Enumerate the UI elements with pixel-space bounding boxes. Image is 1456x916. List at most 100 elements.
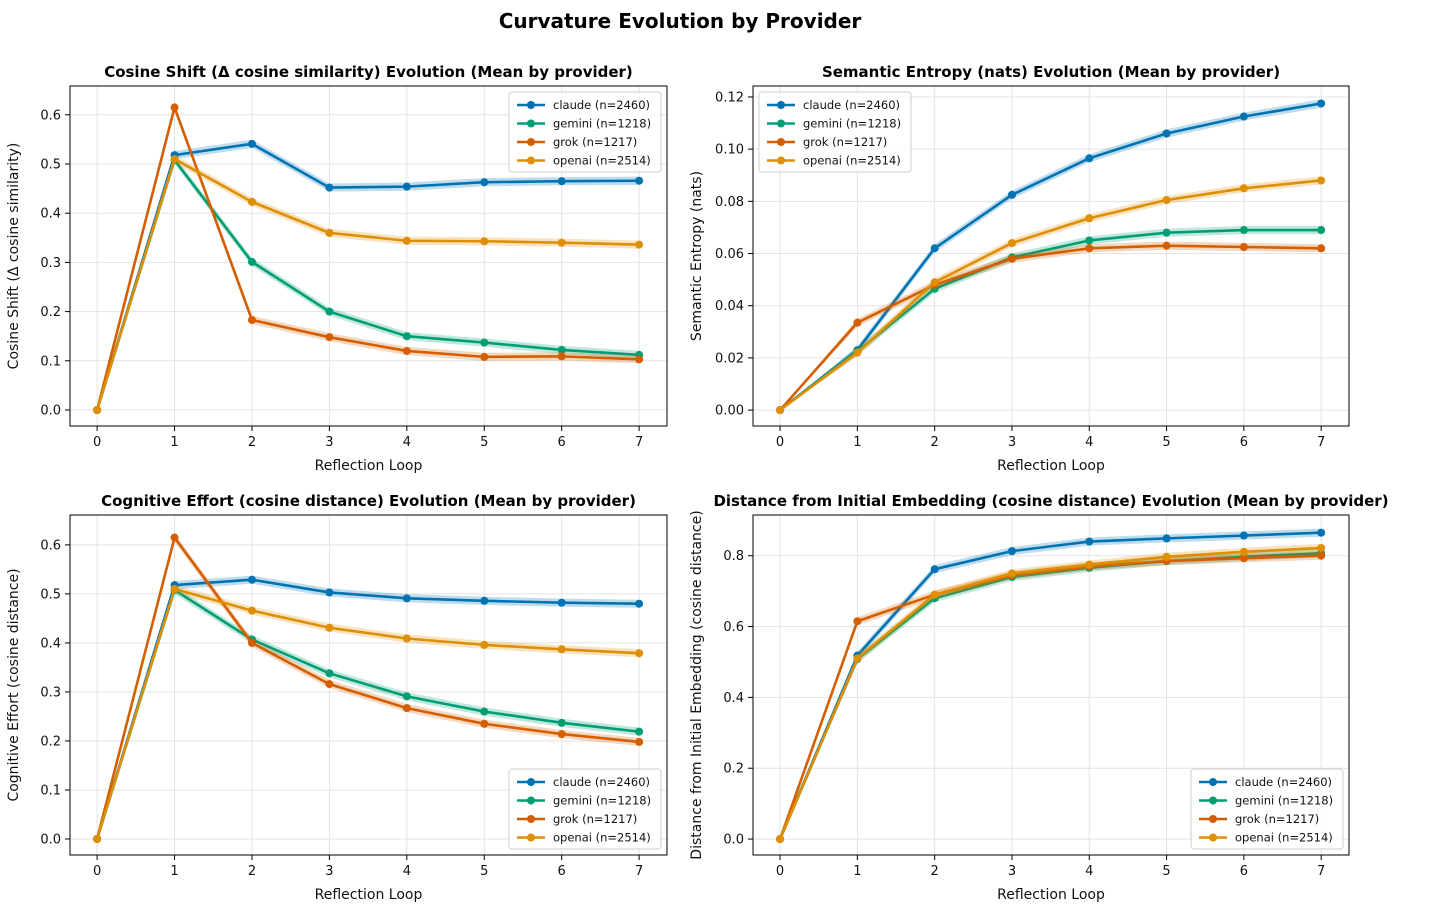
point-gemini xyxy=(1317,226,1326,235)
point-claude xyxy=(402,182,411,191)
point-claude xyxy=(930,565,939,574)
point-claude xyxy=(1085,537,1094,546)
line-grok xyxy=(779,244,1322,411)
point-grok xyxy=(635,355,644,364)
confidence-band-openai xyxy=(97,154,640,411)
point-grok xyxy=(170,103,179,112)
x-tick-label: 2 xyxy=(931,864,939,879)
point-gemini xyxy=(247,257,256,266)
series-openai xyxy=(776,176,1326,415)
point-openai xyxy=(247,606,256,615)
point-openai xyxy=(93,834,102,843)
point-grok xyxy=(1007,254,1016,263)
legend-box xyxy=(508,91,662,173)
y-tick-label: 0.6 xyxy=(723,620,744,635)
point-openai xyxy=(170,155,179,164)
point-grok xyxy=(853,318,862,327)
line-openai xyxy=(95,157,640,411)
legend-marker-grok xyxy=(527,815,535,823)
point-claude xyxy=(1239,531,1248,540)
legend-label-claude: claude (n=2460) xyxy=(803,98,900,112)
point-openai xyxy=(1317,176,1326,185)
point-grok xyxy=(247,315,256,324)
legend-label-openai: openai (n=2514) xyxy=(553,831,651,845)
point-claude xyxy=(1162,129,1171,138)
x-tick-label: 0 xyxy=(93,435,101,450)
point-gemini xyxy=(635,727,644,736)
point-openai xyxy=(170,585,179,594)
point-openai xyxy=(853,348,862,357)
legend-label-grok: grok (n=1217) xyxy=(553,812,637,826)
y-tick-label: 0.10 xyxy=(715,143,744,158)
point-claude xyxy=(480,178,489,187)
x-tick-label: 5 xyxy=(480,864,488,879)
y-axis-label: Distance from Initial Embedding (cosine … xyxy=(689,510,705,859)
point-openai xyxy=(1007,569,1016,578)
legend-label-gemini: gemini (n=1218) xyxy=(803,117,901,131)
point-gemini xyxy=(402,692,411,701)
legend-marker-claude xyxy=(527,778,535,786)
point-claude xyxy=(557,177,566,186)
line-grok xyxy=(95,536,640,840)
point-openai xyxy=(930,590,939,599)
subplot-1: 0 1 2 3 4 5 6 7 0.0 0.1 0.2 0.3 0.4 0.5 0.6 Cosine Shif… xyxy=(6,63,668,474)
point-gemini xyxy=(557,718,566,727)
legend-marker-claude xyxy=(777,101,785,109)
confidence-band-gemini xyxy=(97,155,640,411)
point-grok xyxy=(1239,242,1248,251)
x-tick-label: 7 xyxy=(1317,864,1325,879)
y-tick-label: 0.4 xyxy=(723,691,744,706)
y-tick-label: 0.4 xyxy=(40,636,61,651)
x-axis-label: Reflection Loop xyxy=(315,458,423,474)
point-grok xyxy=(1085,244,1094,253)
point-openai xyxy=(635,240,644,249)
line-openai xyxy=(779,179,1322,412)
y-tick-label: 0.2 xyxy=(40,734,61,749)
point-gemini xyxy=(557,345,566,354)
legend-box xyxy=(758,91,912,173)
y-tick-label: 0.6 xyxy=(40,538,61,553)
legend-marker-openai xyxy=(1209,833,1217,842)
point-claude xyxy=(1085,154,1094,163)
line-grok xyxy=(778,554,1322,840)
point-claude xyxy=(325,588,334,597)
y-tick-label: 0.06 xyxy=(715,247,744,262)
y-tick-label: 0.8 xyxy=(723,549,744,564)
point-claude xyxy=(1239,112,1248,121)
legend-box xyxy=(508,768,662,850)
subplot-title: Cognitive Effort (cosine distance) Evolu… xyxy=(101,492,636,510)
point-openai xyxy=(1317,543,1326,552)
legend-label-grok: grok (n=1217) xyxy=(553,135,637,149)
legend-marker-openai xyxy=(527,833,535,842)
x-tick-label: 0 xyxy=(93,864,101,879)
point-claude xyxy=(480,596,489,605)
subplot-3: 0 1 2 3 4 5 6 7 0.0 0.1 0.2 0.3 0.4 0.5 0.6 Cognitive E… xyxy=(6,492,668,903)
x-tick-label: 1 xyxy=(170,435,178,450)
point-grok xyxy=(325,680,334,689)
legend: claude (n=2460) gemini (n=1218) grok (n=12… xyxy=(758,91,912,173)
legend-marker-claude xyxy=(1209,778,1217,786)
point-grok xyxy=(1162,241,1171,250)
x-tick-label: 0 xyxy=(776,435,784,450)
x-tick-label: 2 xyxy=(248,435,256,450)
confidence-band-openai xyxy=(780,176,1322,411)
series-gemini xyxy=(93,155,644,415)
legend-marker-openai xyxy=(527,156,535,165)
legend-marker-gemini xyxy=(1209,796,1217,805)
point-gemini xyxy=(325,307,334,316)
point-openai xyxy=(1239,547,1248,556)
legend-label-openai: openai (n=2514) xyxy=(1235,831,1333,845)
point-openai xyxy=(635,649,644,658)
subplot-title: Distance from Initial Embedding (cosine … xyxy=(713,492,1388,510)
point-grok xyxy=(635,737,644,746)
legend: claude (n=2460) gemini (n=1218) grok (n=12… xyxy=(1190,768,1344,850)
y-tick-label: 0.4 xyxy=(40,207,61,222)
point-grok xyxy=(402,346,411,355)
x-tick-label: 7 xyxy=(635,435,643,450)
x-tick-label: 1 xyxy=(853,435,861,450)
point-openai xyxy=(557,238,566,247)
x-tick-label: 3 xyxy=(1008,435,1016,450)
x-tick-label: 3 xyxy=(1008,864,1016,879)
point-claude xyxy=(325,183,334,192)
